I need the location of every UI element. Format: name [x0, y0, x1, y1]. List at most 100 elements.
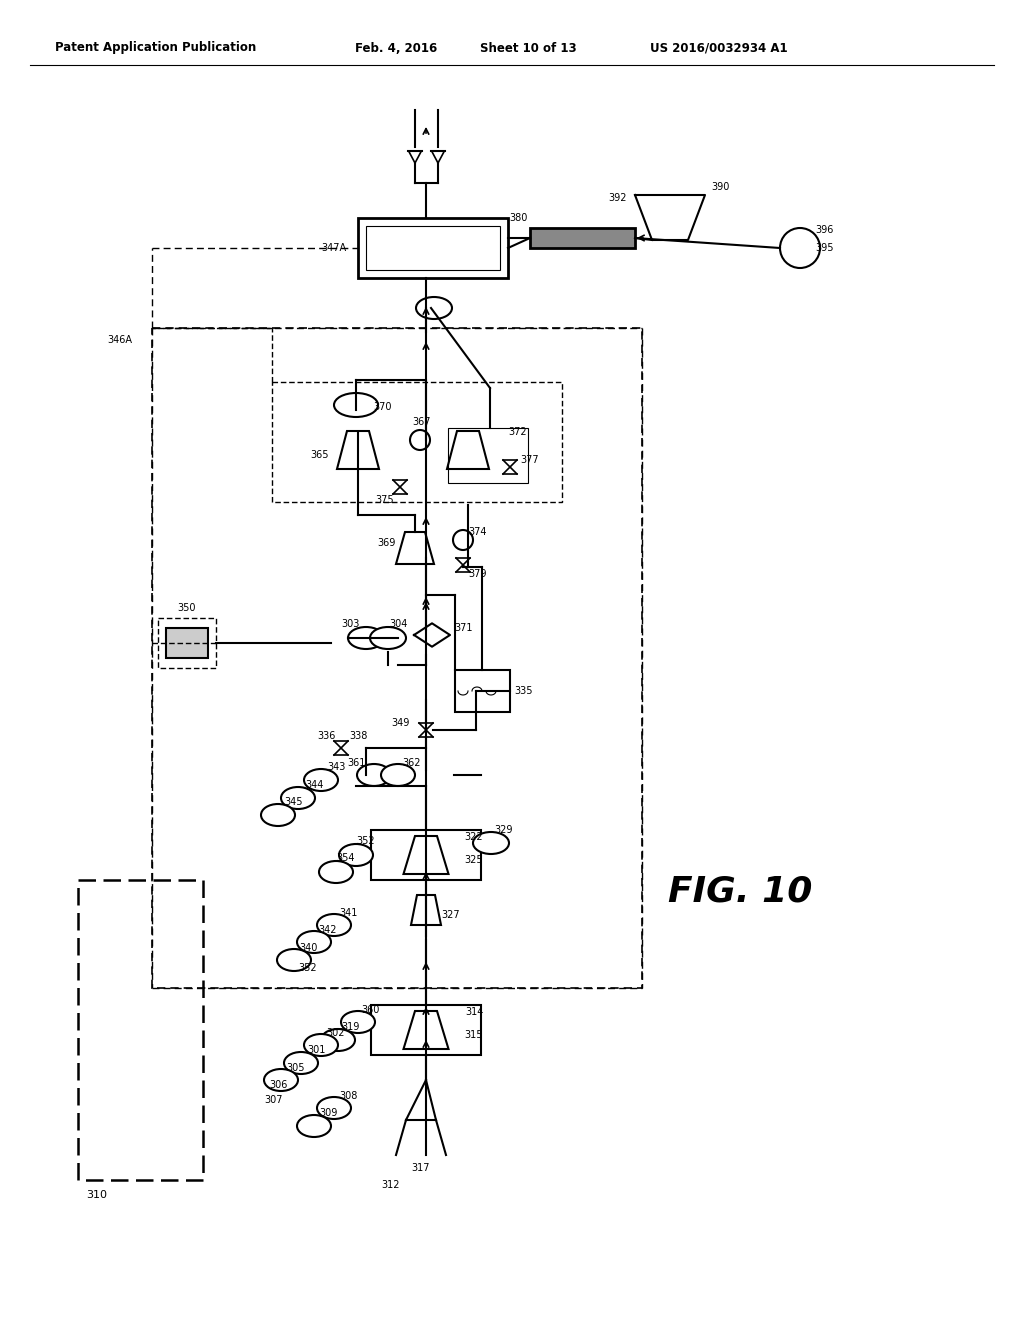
- Text: 344: 344: [305, 780, 324, 789]
- Text: 341: 341: [339, 908, 357, 917]
- Ellipse shape: [278, 949, 311, 972]
- Polygon shape: [411, 895, 441, 925]
- Text: 325: 325: [465, 855, 483, 865]
- Text: 392: 392: [608, 193, 628, 203]
- Circle shape: [780, 228, 820, 268]
- Text: 301: 301: [307, 1045, 326, 1055]
- Ellipse shape: [334, 393, 378, 417]
- Bar: [371, 1005, 481, 1055]
- Ellipse shape: [317, 913, 351, 936]
- Bar: [152, 327, 642, 987]
- Bar: [78, 880, 203, 1180]
- Bar: [449, 428, 528, 483]
- Bar: [272, 381, 562, 502]
- Text: 336: 336: [316, 731, 335, 741]
- Polygon shape: [403, 836, 449, 874]
- Text: 365: 365: [310, 450, 330, 459]
- Bar: [166, 628, 208, 657]
- Polygon shape: [403, 1011, 449, 1049]
- Ellipse shape: [297, 1115, 331, 1137]
- Text: 306: 306: [269, 1080, 287, 1090]
- Text: 396: 396: [816, 224, 835, 235]
- Text: 312: 312: [382, 1180, 400, 1191]
- Ellipse shape: [370, 627, 406, 649]
- Ellipse shape: [339, 843, 373, 866]
- Text: 305: 305: [287, 1063, 305, 1073]
- Text: 380: 380: [509, 213, 527, 223]
- Text: 329: 329: [495, 825, 513, 836]
- Text: 308: 308: [339, 1092, 357, 1101]
- Text: 370: 370: [374, 403, 392, 412]
- Text: 374: 374: [469, 527, 487, 537]
- Text: 335: 335: [515, 686, 534, 696]
- Text: 379: 379: [469, 569, 487, 579]
- Text: 319: 319: [342, 1022, 360, 1032]
- Text: 349: 349: [392, 718, 411, 729]
- Text: 361: 361: [347, 758, 366, 768]
- Text: Feb. 4, 2016: Feb. 4, 2016: [355, 41, 437, 54]
- Text: 354: 354: [337, 853, 355, 863]
- Text: 377: 377: [520, 455, 540, 465]
- Bar: [455, 671, 510, 711]
- Ellipse shape: [284, 1052, 318, 1074]
- Ellipse shape: [319, 861, 353, 883]
- Bar: [366, 226, 500, 271]
- Text: US 2016/0032934 A1: US 2016/0032934 A1: [650, 41, 787, 54]
- Text: FIG. 10: FIG. 10: [668, 875, 812, 909]
- Ellipse shape: [321, 1030, 355, 1051]
- Ellipse shape: [381, 764, 415, 785]
- Ellipse shape: [416, 297, 452, 319]
- Text: 371: 371: [455, 623, 473, 634]
- Ellipse shape: [261, 804, 295, 826]
- Text: 372: 372: [509, 426, 527, 437]
- Text: 304: 304: [389, 619, 408, 630]
- Text: 362: 362: [402, 758, 421, 768]
- Ellipse shape: [304, 1034, 338, 1056]
- Polygon shape: [447, 432, 489, 469]
- Text: 338: 338: [349, 731, 368, 741]
- Bar: [158, 618, 216, 668]
- Text: 352: 352: [299, 964, 317, 973]
- Text: 303: 303: [342, 619, 360, 630]
- Text: 369: 369: [378, 539, 396, 548]
- Ellipse shape: [473, 832, 509, 854]
- Text: 350: 350: [178, 603, 197, 612]
- Text: 360: 360: [361, 1005, 380, 1015]
- Ellipse shape: [317, 1097, 351, 1119]
- Text: Patent Application Publication: Patent Application Publication: [55, 41, 256, 54]
- Text: 342: 342: [318, 925, 337, 935]
- Ellipse shape: [348, 627, 384, 649]
- Text: 309: 309: [318, 1107, 337, 1118]
- Bar: [530, 228, 635, 248]
- Text: 343: 343: [327, 762, 345, 772]
- Text: 317: 317: [412, 1163, 430, 1173]
- Text: 307: 307: [265, 1096, 284, 1105]
- Text: 310: 310: [86, 1191, 106, 1200]
- Text: 375: 375: [376, 495, 394, 506]
- Polygon shape: [396, 532, 434, 564]
- Text: 347A: 347A: [321, 243, 346, 253]
- Ellipse shape: [341, 1011, 375, 1034]
- Ellipse shape: [297, 931, 331, 953]
- Text: 322: 322: [465, 832, 483, 842]
- Ellipse shape: [357, 764, 391, 785]
- Bar: [371, 830, 481, 880]
- Text: 352: 352: [356, 836, 376, 846]
- Circle shape: [453, 531, 473, 550]
- Text: 346A: 346A: [106, 335, 132, 345]
- Ellipse shape: [281, 787, 315, 809]
- Bar: [358, 218, 508, 279]
- Text: 345: 345: [285, 797, 303, 807]
- Text: 302: 302: [327, 1028, 345, 1038]
- Text: 327: 327: [441, 909, 461, 920]
- Text: 315: 315: [465, 1030, 483, 1040]
- Text: 395: 395: [816, 243, 835, 253]
- Text: Sheet 10 of 13: Sheet 10 of 13: [480, 41, 577, 54]
- Text: 314: 314: [465, 1007, 483, 1016]
- Text: 390: 390: [711, 182, 729, 191]
- Ellipse shape: [264, 1069, 298, 1092]
- Ellipse shape: [304, 770, 338, 791]
- Circle shape: [410, 430, 430, 450]
- Polygon shape: [337, 432, 379, 469]
- Text: 340: 340: [299, 942, 317, 953]
